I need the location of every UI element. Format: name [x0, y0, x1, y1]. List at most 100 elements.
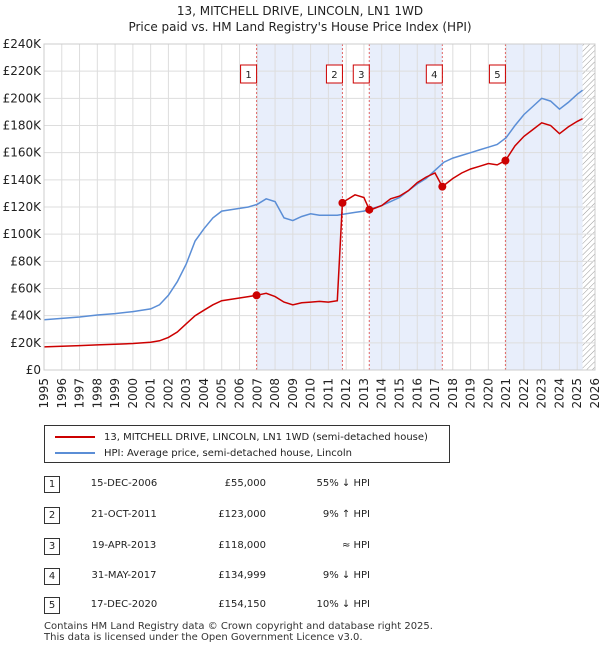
sale-label: 5	[494, 70, 500, 81]
transaction-number: 5	[44, 597, 60, 614]
x-tick-label: 2015	[392, 378, 406, 409]
transaction-row: 1 15-DEC-2006 £55,000 55% ↓ HPI	[44, 476, 464, 494]
x-tick-label: 1999	[108, 378, 122, 409]
transaction-date: 17-DEC-2020	[90, 599, 158, 610]
x-tick-label: 2016	[410, 378, 424, 409]
x-tick-label: 1996	[55, 378, 69, 409]
sale-points	[252, 156, 510, 300]
x-tick-label: 1995	[37, 378, 51, 409]
y-tick-label: £220K	[3, 64, 43, 78]
transaction-hpi-relation: 10% ↓ HPI	[316, 599, 370, 610]
y-tick-label: £140K	[3, 173, 43, 187]
x-tick-label: 2010	[304, 378, 318, 409]
legend-item-hpi: HPI: Average price, semi-detached house,…	[55, 445, 352, 461]
transaction-hpi-relation: 9% ↑ HPI	[322, 509, 370, 520]
sale-labels: 1 2 3 4 5	[240, 64, 506, 84]
legend-label-property: 13, MITCHELL DRIVE, LINCOLN, LN1 1WD (se…	[104, 431, 428, 443]
y-tick-label: £180K	[3, 119, 43, 133]
x-tick-label: 2019	[464, 378, 478, 409]
x-tick-label: 2026	[588, 378, 600, 409]
legend-swatch-hpi	[55, 452, 95, 454]
price-chart: 13, MITCHELL DRIVE, LINCOLN, LN1 1WD Pri…	[3, 4, 600, 409]
transaction-price: £118,000	[218, 540, 266, 551]
x-tick-label: 2014	[375, 378, 389, 409]
x-tick-label: 2012	[339, 378, 353, 409]
x-tick-label: 2007	[250, 378, 264, 409]
x-tick-label: 2009	[286, 378, 300, 409]
sale-label-box	[488, 64, 506, 84]
x-tick-label: 2001	[144, 378, 158, 409]
y-tick-label: £20K	[10, 336, 42, 350]
y-tick-label: £40K	[10, 309, 42, 323]
transaction-hpi-relation: ≈ HPI	[341, 540, 370, 551]
y-tick-label: £100K	[3, 227, 43, 241]
x-tick-label: 2022	[517, 378, 531, 409]
transaction-number: 3	[44, 538, 60, 555]
plot-frame	[43, 43, 596, 371]
transaction-price: £123,000	[218, 509, 266, 520]
sale-label: 2	[331, 70, 337, 81]
legend: 13, MITCHELL DRIVE, LINCOLN, LN1 1WD (se…	[44, 425, 450, 463]
x-tick-label: 2004	[197, 378, 211, 409]
y-tick-label: £0	[26, 363, 41, 377]
y-tick-label: £120K	[3, 200, 43, 214]
transaction-number: 2	[44, 507, 60, 524]
transaction-hpi-relation: 55% ↓ HPI	[316, 478, 370, 489]
sale-label-box	[325, 64, 343, 84]
transaction-row: 3 19-APR-2013 £118,000 ≈ HPI	[44, 538, 464, 556]
sale-label: 1	[245, 70, 251, 81]
x-tick-label: 1997	[73, 378, 87, 409]
y-tick-label: £160K	[3, 146, 43, 160]
legend-label-hpi: HPI: Average price, semi-detached house,…	[104, 447, 353, 459]
footer-license: This data is licensed under the Open Gov…	[44, 632, 363, 643]
transaction-date: 15-DEC-2006	[90, 478, 158, 489]
sale-label: 3	[358, 70, 364, 81]
x-tick-label: 1998	[90, 378, 104, 409]
y-tick-label: £80K	[10, 254, 42, 268]
sale-point	[438, 182, 447, 191]
footer-copyright: Contains HM Land Registry data © Crown c…	[44, 621, 433, 632]
sale-point	[501, 156, 510, 165]
transaction-price: £154,150	[218, 599, 266, 610]
x-tick-label: 2000	[126, 378, 140, 409]
transaction-price: £55,000	[224, 478, 266, 489]
x-tick-label: 2024	[552, 378, 566, 409]
transaction-row: 4 31-MAY-2017 £134,999 9% ↓ HPI	[44, 568, 464, 586]
sale-point	[365, 205, 374, 214]
x-tick-label: 2005	[215, 378, 229, 409]
x-tick-label: 2002	[161, 378, 175, 409]
sale-label-box	[425, 64, 443, 84]
sale-point	[252, 291, 261, 300]
axes: £0 £20K £40K £60K £80K £100K £120K £140K £160K £1…	[3, 37, 600, 409]
y-tick-label: £240K	[3, 37, 43, 51]
y-tick-label: £200K	[3, 91, 43, 105]
transaction-row: 2 21-OCT-2011 £123,000 9% ↑ HPI	[44, 507, 464, 525]
chart-title: 13, MITCHELL DRIVE, LINCOLN, LN1 1WD	[177, 4, 423, 18]
transaction-hpi-relation: 9% ↓ HPI	[322, 570, 370, 581]
sale-label-box	[240, 64, 258, 84]
x-tick-label: 2011	[321, 378, 335, 409]
x-tick-label: 2013	[357, 378, 371, 409]
x-tick-label: 2020	[481, 378, 495, 409]
transaction-date: 19-APR-2013	[91, 540, 157, 551]
transaction-number: 4	[44, 568, 60, 585]
transaction-row: 5 17-DEC-2020 £154,150 10% ↓ HPI	[44, 597, 464, 615]
y-tick-label: £60K	[10, 282, 42, 296]
x-tick-label: 2023	[535, 378, 549, 409]
x-tick-label: 2018	[446, 378, 460, 409]
sale-label-box	[352, 64, 370, 84]
chart-subtitle: Price paid vs. HM Land Registry's House …	[128, 20, 471, 34]
legend-swatch-property	[55, 436, 95, 438]
transaction-date: 21-OCT-2011	[91, 509, 157, 520]
sale-point	[338, 198, 347, 207]
transaction-date: 31-MAY-2017	[91, 570, 157, 581]
x-tick-label: 2025	[570, 378, 584, 409]
x-tick-label: 2006	[233, 378, 247, 409]
legend-item-property: 13, MITCHELL DRIVE, LINCOLN, LN1 1WD (se…	[55, 429, 428, 445]
sale-label: 4	[431, 70, 437, 81]
x-tick-label: 2008	[268, 378, 282, 409]
transaction-number: 1	[44, 476, 60, 493]
x-tick-label: 2021	[499, 378, 513, 409]
transaction-price: £134,999	[218, 570, 266, 581]
x-tick-label: 2017	[428, 378, 442, 409]
